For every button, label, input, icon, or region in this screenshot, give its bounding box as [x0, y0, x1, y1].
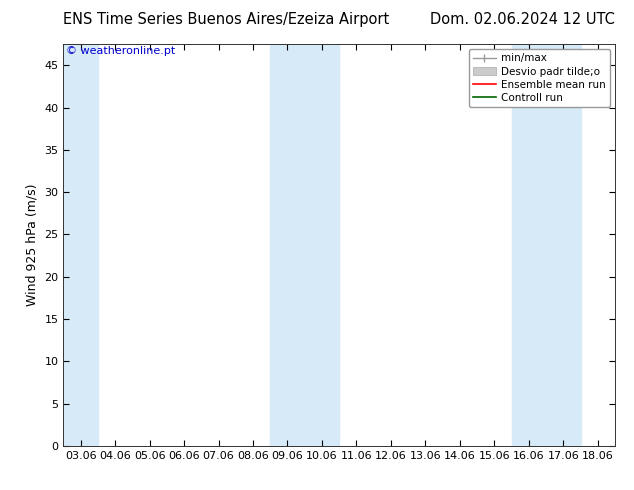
Bar [512, 44, 581, 446]
Text: ENS Time Series Buenos Aires/Ezeiza Airport: ENS Time Series Buenos Aires/Ezeiza Airp… [63, 12, 390, 27]
Text: Dom. 02.06.2024 12 UTC: Dom. 02.06.2024 12 UTC [430, 12, 615, 27]
Y-axis label: Wind 925 hPa (m/s): Wind 925 hPa (m/s) [26, 184, 39, 306]
Legend: min/max, Desvio padr tilde;o, Ensemble mean run, Controll run: min/max, Desvio padr tilde;o, Ensemble m… [469, 49, 610, 107]
Bar [270, 44, 339, 446]
Text: © weatheronline.pt: © weatheronline.pt [66, 46, 176, 56]
Bar [63, 44, 98, 446]
